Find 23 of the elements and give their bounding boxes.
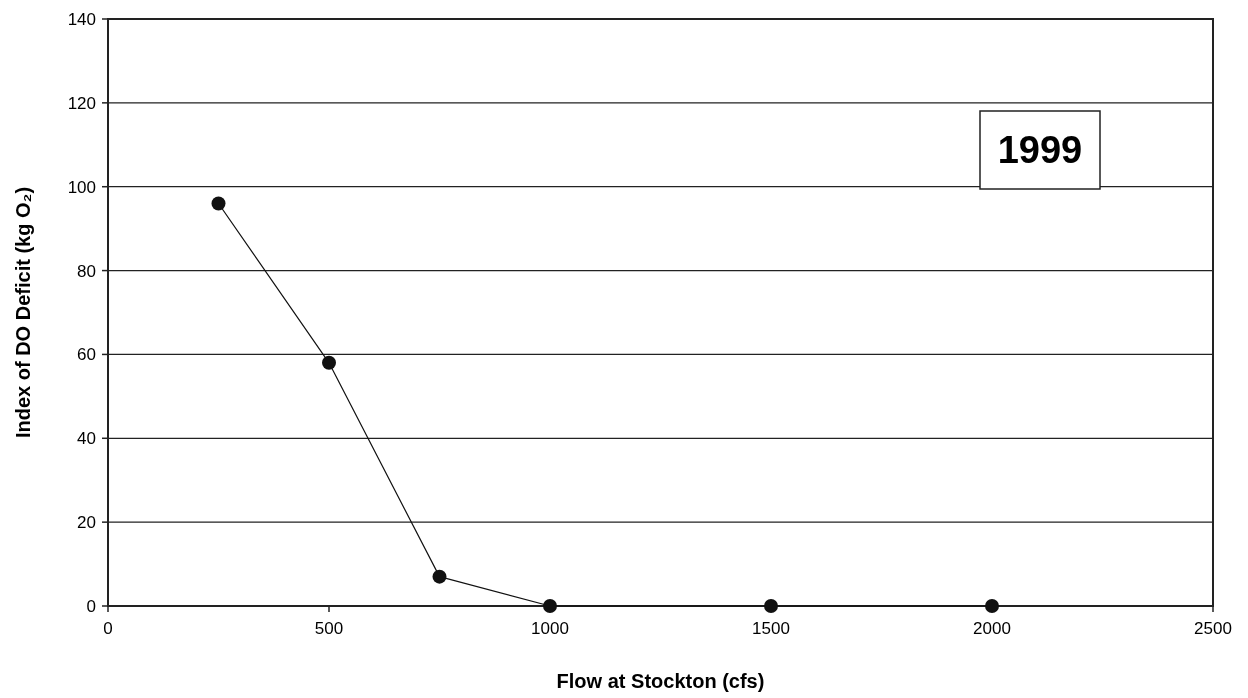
y-tick-label: 80 bbox=[77, 261, 96, 281]
y-tick-label: 140 bbox=[67, 9, 96, 29]
x-tick-label: 500 bbox=[314, 619, 344, 638]
point bbox=[211, 196, 226, 211]
x-tick-label: 1500 bbox=[752, 619, 790, 638]
point bbox=[432, 569, 447, 584]
y-tick-label: 60 bbox=[77, 345, 96, 365]
y-tick-label: 120 bbox=[67, 93, 96, 113]
x-tick-label: 1000 bbox=[531, 619, 569, 638]
y-tick-label: 100 bbox=[67, 177, 96, 197]
point bbox=[543, 599, 557, 613]
y-tick-label: 40 bbox=[77, 429, 96, 449]
y-tick-label: 20 bbox=[77, 513, 96, 533]
annotation: 1999 bbox=[997, 129, 1083, 172]
point bbox=[322, 355, 336, 370]
x-tick-label: 0 bbox=[103, 619, 113, 638]
point bbox=[764, 599, 778, 613]
y-axis-title: Index of DO Deficit (kg O₂) bbox=[12, 186, 34, 439]
x-tick-label: 2500 bbox=[1194, 619, 1232, 638]
point bbox=[985, 599, 999, 613]
x-tick-label: 2000 bbox=[973, 619, 1011, 638]
x-axis-title: Flow at Stockton (cfs) bbox=[556, 670, 765, 692]
y-tick-label: 0 bbox=[86, 596, 96, 616]
